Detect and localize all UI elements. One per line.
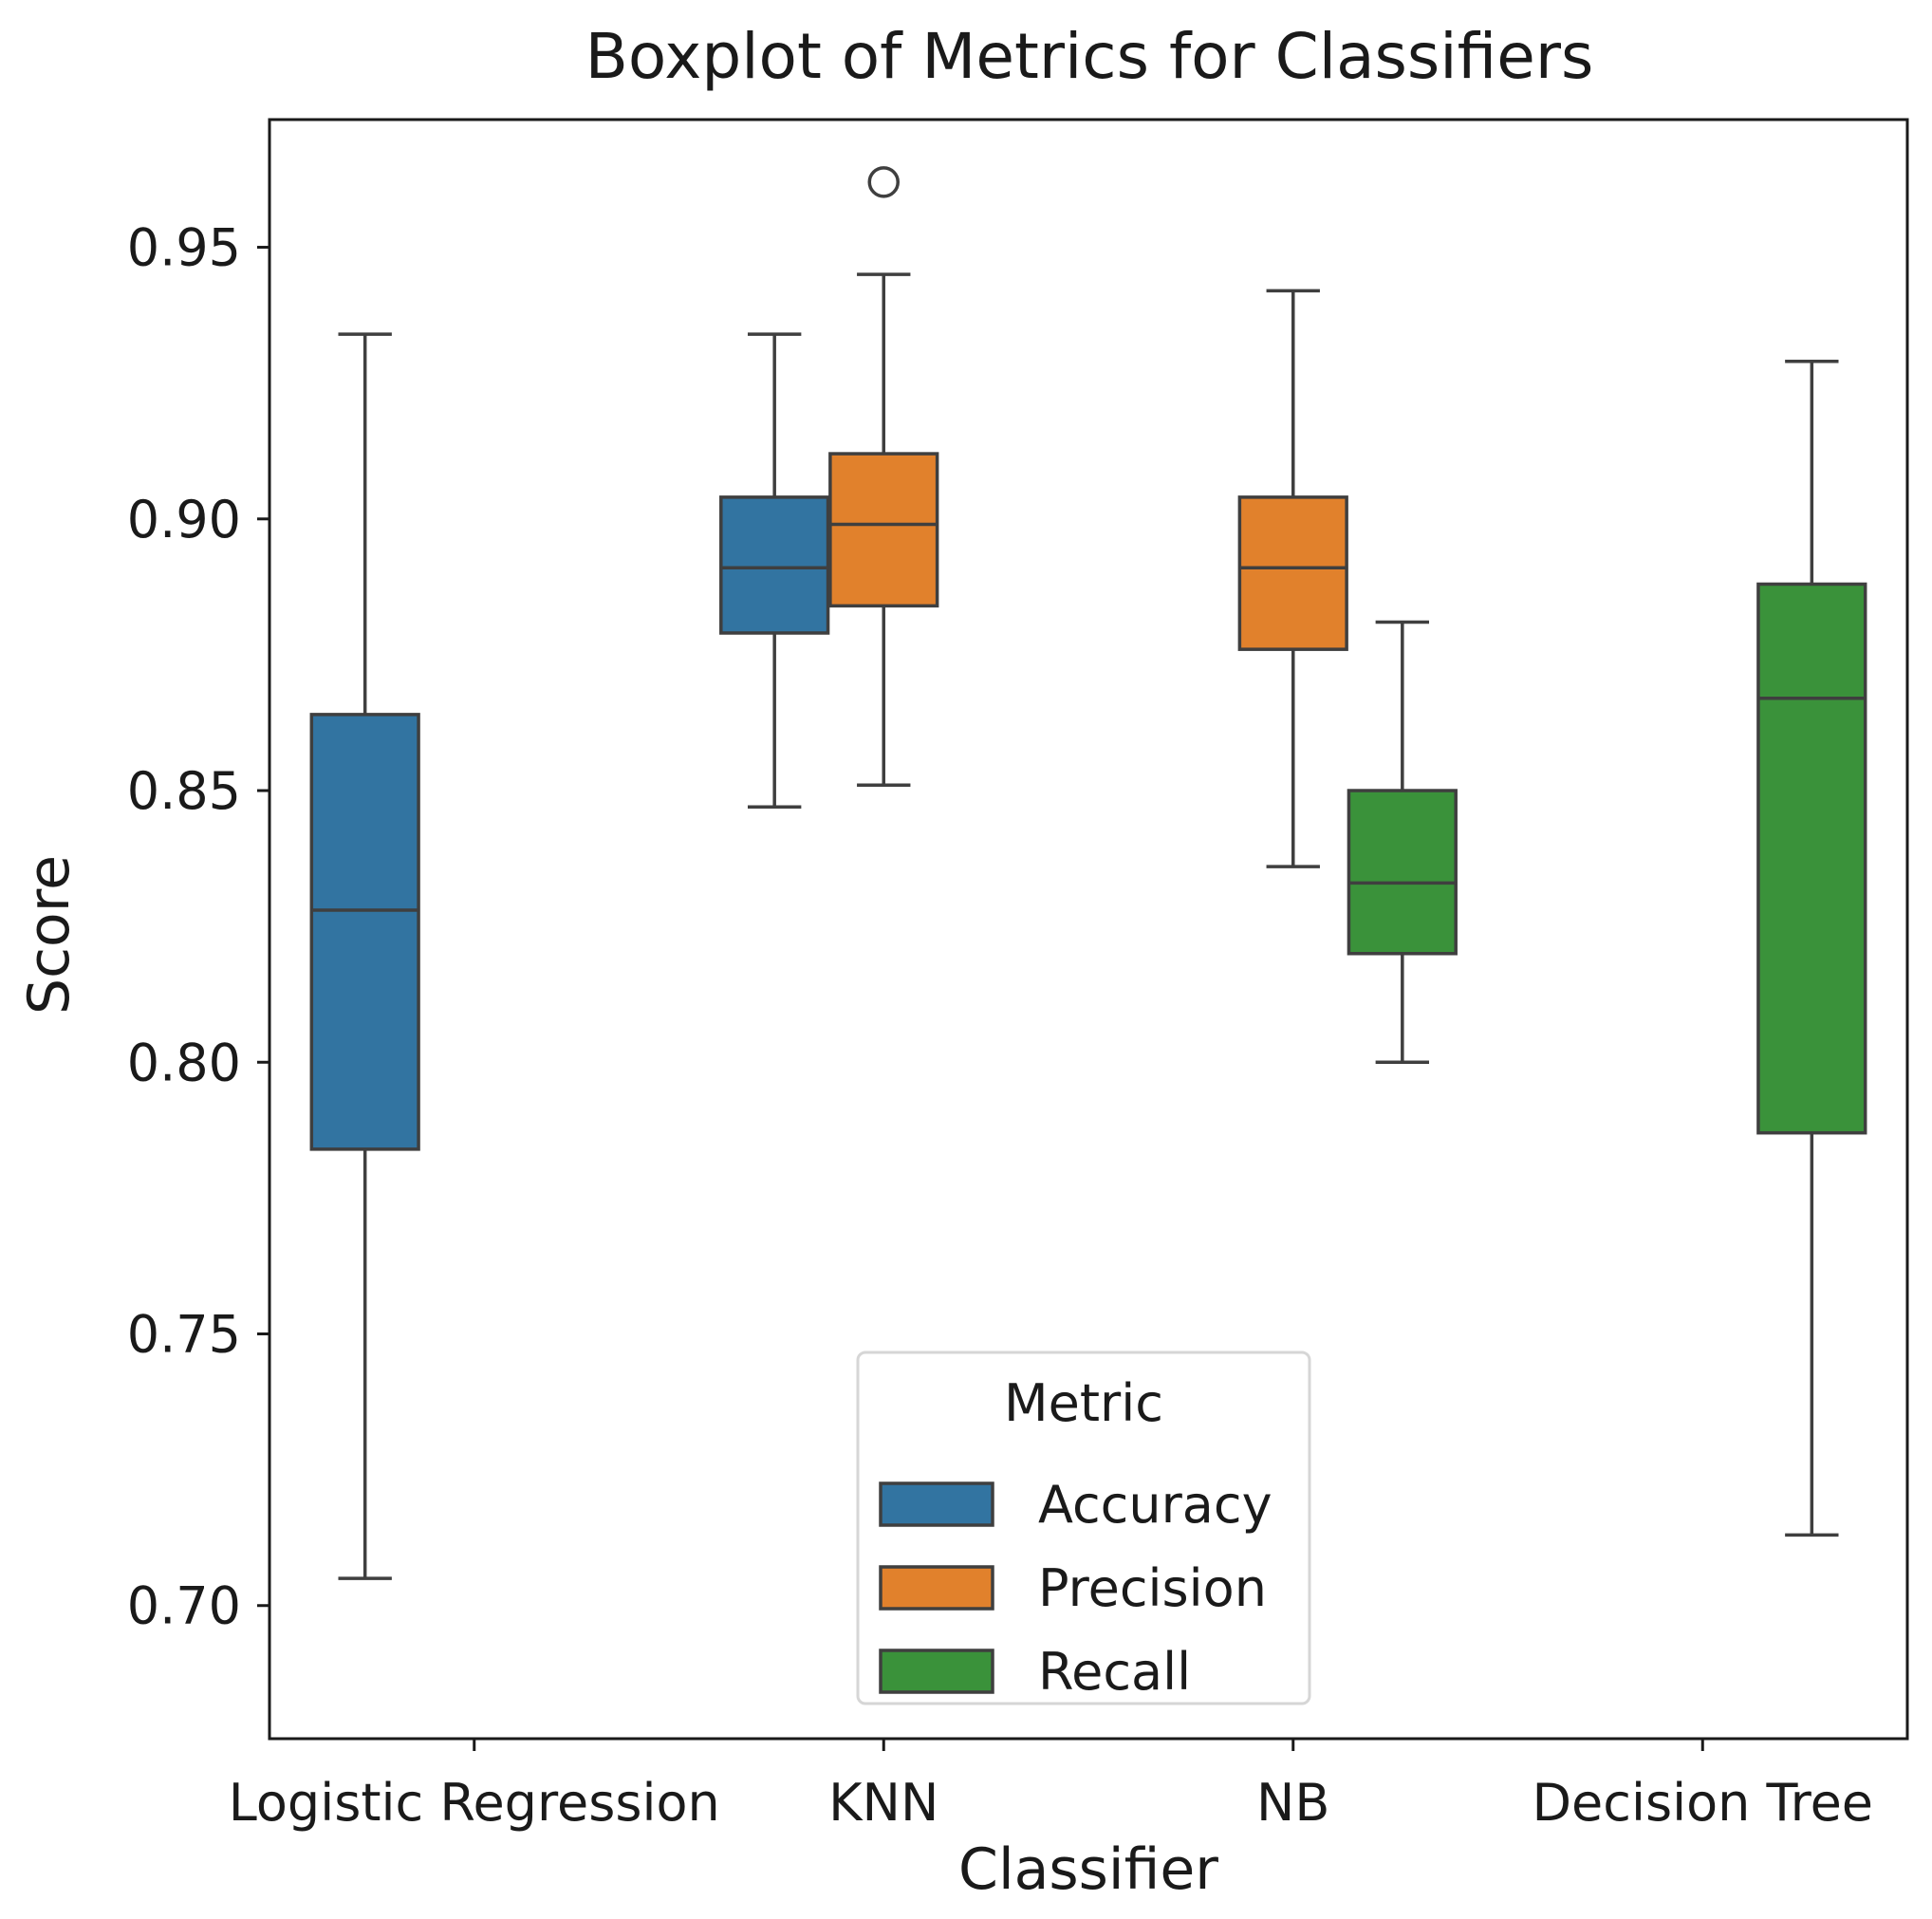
legend-swatch-recall [879, 1649, 994, 1694]
box-decision-tree-recall [1756, 582, 1867, 1135]
outlier-knn-precision-0 [867, 166, 900, 198]
legend-label-recall: Recall [1038, 1642, 1191, 1702]
chart-title: Boxplot of Metrics for Classifiers [585, 20, 1594, 93]
y-tick-label: 0.80 [127, 1033, 241, 1092]
y-tick-label: 0.95 [127, 218, 241, 278]
y-tick-label: 0.70 [127, 1576, 241, 1636]
legend-label-accuracy: Accuracy [1038, 1475, 1273, 1535]
legend-frame [856, 1351, 1311, 1705]
x-tick-label-nb: NB [1256, 1773, 1329, 1833]
x-tick-label-knn: KNN [828, 1773, 938, 1833]
legend-title: Metric [1004, 1373, 1163, 1433]
legend-swatch-precision [879, 1565, 994, 1611]
x-tick-label-decision-tree: Decision Tree [1532, 1773, 1873, 1833]
box-knn-accuracy [719, 495, 830, 635]
box-nb-precision [1237, 495, 1348, 651]
box-group-nb-recall [1347, 620, 1458, 1065]
plot-area [309, 166, 1867, 1580]
box-group-decision-tree-recall [1756, 360, 1867, 1537]
y-tick-label: 0.85 [127, 761, 241, 821]
x-axis-label: Classifier [958, 1836, 1218, 1903]
box-group-knn-precision [828, 166, 939, 788]
box-knn-precision [828, 452, 939, 608]
y-axis-label: Score [16, 855, 83, 1015]
legend-swatch-accuracy [879, 1481, 994, 1527]
x-tick-label-logistic-regression: Logistic Regression [229, 1773, 720, 1833]
y-tick-label: 0.75 [127, 1305, 241, 1365]
box-group-logistic-regression-accuracy [309, 332, 420, 1580]
box-nb-recall [1347, 789, 1458, 956]
box-group-knn-accuracy [719, 332, 830, 809]
box-logistic-regression-accuracy [309, 713, 420, 1151]
legend-label-precision: Precision [1038, 1558, 1267, 1618]
axes: 0.70 0.75 0.80 0.85 0.90 0.95 Logistic Regress… [127, 218, 1873, 1833]
plot-frame [268, 118, 1909, 1741]
y-tick-label: 0.90 [127, 490, 241, 550]
legend: Metric Accuracy Precision Recall [856, 1351, 1311, 1705]
box-group-nb-precision [1237, 289, 1348, 868]
